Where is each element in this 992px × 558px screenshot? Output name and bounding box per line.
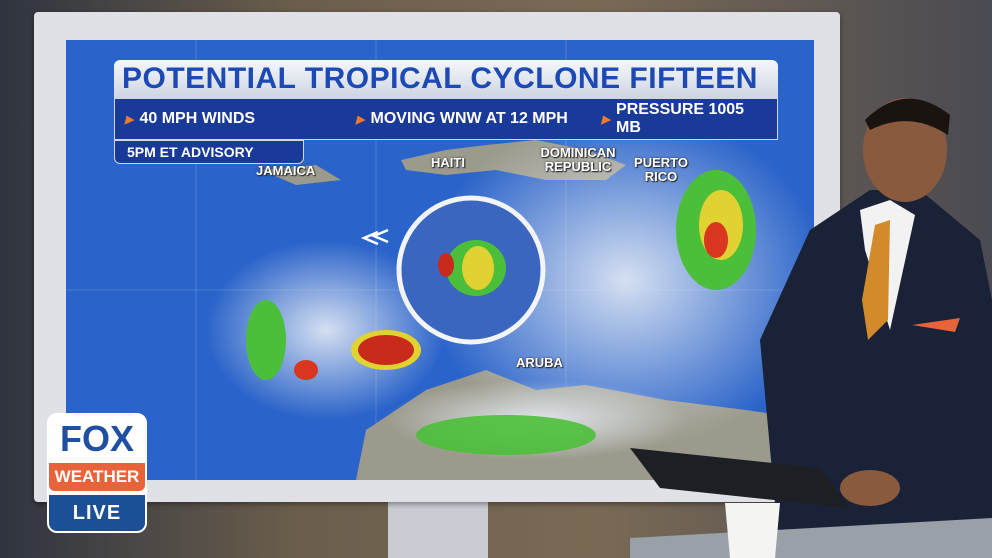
label-haiti: HAITI (431, 155, 465, 170)
presenter (760, 98, 992, 558)
fact-motion: MOVING WNW AT 12 MPH (370, 110, 568, 127)
monitor (630, 448, 850, 508)
label-dominican-republic: DOMINICAN REPUBLIC (540, 145, 616, 174)
fact-pressure: PRESSURE 1005 MB (616, 101, 745, 136)
label-jamaica: JAMAICA (256, 163, 316, 178)
play-triangle-icon: ▶ (601, 113, 611, 126)
logo-weather: WEATHER (49, 463, 145, 491)
storm-title: POTENTIAL TROPICAL CYCLONE FIFTEEN (114, 60, 778, 98)
anchor-desk (630, 448, 992, 558)
play-triangle-icon: ▶ (356, 113, 365, 126)
storm-info-banner: POTENTIAL TROPICAL CYCLONE FIFTEEN ▶ 40 M… (114, 60, 778, 164)
fact-winds: 40 MPH WINDS (139, 110, 256, 127)
storm-cells (246, 170, 756, 455)
screen-stand (388, 500, 488, 558)
storm-magnifier-circle (396, 195, 546, 345)
track-arrow-icon (360, 228, 389, 246)
play-triangle-icon: ▶ (125, 113, 134, 126)
logo-live: LIVE (49, 495, 145, 531)
advisory-label: 5PM ET ADVISORY (114, 140, 304, 164)
label-aruba: ARUBA (516, 355, 563, 370)
label-puerto-rico: PUERTO RICO (634, 155, 688, 184)
logo-fox: FOX (49, 415, 145, 463)
jamaica-land (261, 165, 341, 185)
cup (725, 503, 780, 558)
storm-facts: ▶ 40 MPH WINDS ▶ MOVING WNW AT 12 MPH ▶ PRE… (114, 98, 778, 140)
fox-weather-live-logo: FOX WEATHER LIVE (47, 413, 147, 533)
presenter-hand (840, 470, 900, 506)
